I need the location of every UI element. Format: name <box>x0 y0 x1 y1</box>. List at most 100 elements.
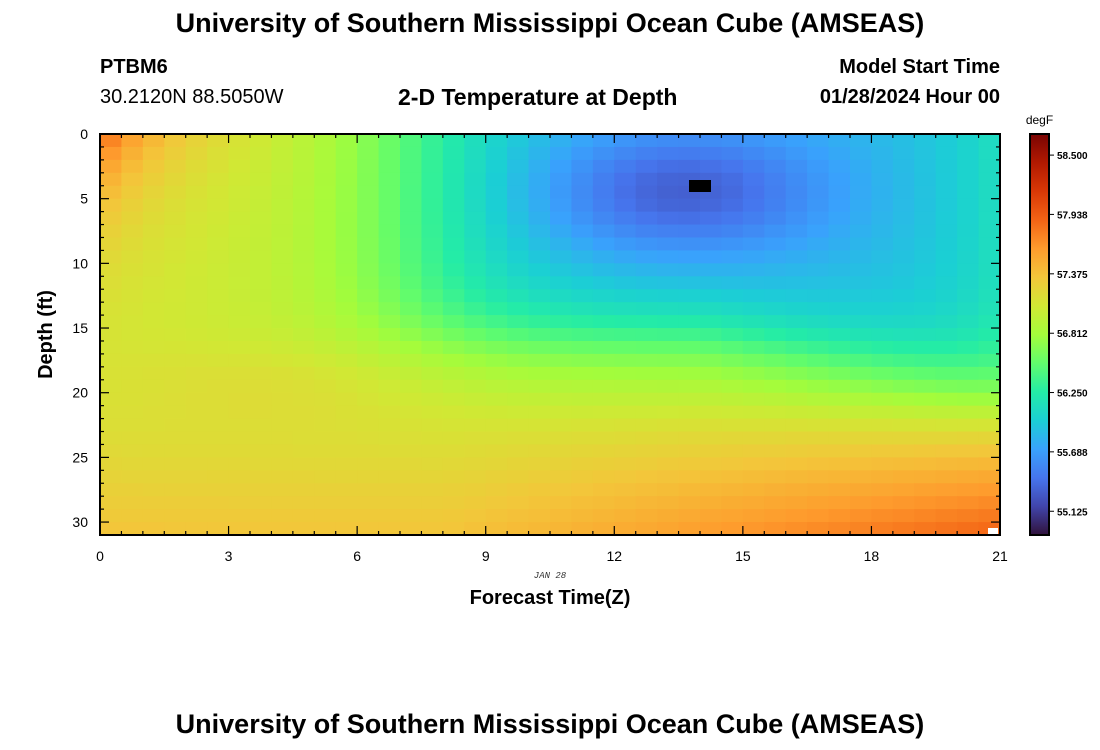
heatmap-cell <box>550 431 573 446</box>
heatmap-cell <box>592 185 615 200</box>
heatmap-cell <box>892 159 915 174</box>
heatmap-cell <box>314 340 337 355</box>
heatmap-cell <box>485 159 508 174</box>
heatmap-cell <box>185 224 208 239</box>
heatmap-cell <box>164 405 187 420</box>
heatmap-cell <box>357 522 380 536</box>
heatmap-cell <box>250 134 273 148</box>
heatmap-cell <box>442 159 465 174</box>
heatmap-cell <box>550 134 573 148</box>
heatmap-cell <box>271 457 294 471</box>
heatmap-cell <box>121 496 144 510</box>
heatmap-cell <box>892 211 915 226</box>
heatmap-cell <box>400 185 423 200</box>
heatmap-cell <box>935 172 958 187</box>
heatmap-cell <box>785 276 808 290</box>
heatmap-cell <box>721 496 744 510</box>
heatmap-cell <box>957 159 980 174</box>
heatmap-cell <box>185 353 208 368</box>
heatmap-cell <box>742 379 765 394</box>
heatmap-cell <box>657 237 680 252</box>
heatmap-cell <box>464 457 487 471</box>
heatmap-cell <box>507 211 530 226</box>
heatmap-cell <box>528 444 551 458</box>
heatmap-cell <box>314 457 337 471</box>
heatmap-cell <box>464 366 487 381</box>
heatmap-cell <box>207 509 230 523</box>
heatmap-cell <box>228 405 251 420</box>
heatmap-cell <box>142 340 165 355</box>
heatmap-cell <box>935 134 958 148</box>
heatmap-cell <box>807 431 830 446</box>
heatmap-cell <box>957 237 980 252</box>
heatmap-cell <box>164 289 187 303</box>
heatmap-cell <box>592 353 615 368</box>
heatmap-cell <box>700 289 723 303</box>
heatmap-cell <box>721 134 744 148</box>
heatmap-cell <box>442 366 465 381</box>
heatmap-cell <box>335 353 358 368</box>
heatmap-cell <box>185 444 208 458</box>
heatmap-cell <box>442 237 465 252</box>
heatmap-cell <box>657 392 680 407</box>
heatmap-cell <box>957 457 980 471</box>
heatmap-cell <box>207 302 230 316</box>
heatmap-cell <box>335 198 358 213</box>
heatmap-cell <box>485 418 508 433</box>
heatmap-cell <box>700 392 723 407</box>
heatmap-cell <box>164 198 187 213</box>
heatmap-cell <box>335 172 358 187</box>
heatmap-cell <box>935 263 958 277</box>
heatmap-cell <box>314 289 337 303</box>
heatmap-cell <box>464 340 487 355</box>
heatmap-cell <box>721 418 744 433</box>
heatmap-cell <box>121 276 144 290</box>
heatmap-cell <box>785 457 808 471</box>
heatmap-cell <box>678 509 701 523</box>
heatmap-cell <box>464 159 487 174</box>
heatmap-cell <box>378 237 401 252</box>
heatmap-cell <box>807 224 830 239</box>
heatmap-cell <box>850 405 873 420</box>
heatmap-cell <box>292 340 315 355</box>
heatmap-cell <box>550 353 573 368</box>
heatmap-cell <box>571 276 594 290</box>
heatmap-cell <box>657 134 680 148</box>
heatmap-cell <box>485 379 508 394</box>
heatmap-cell <box>742 509 765 523</box>
heatmap-cell <box>357 250 380 264</box>
heatmap-cell <box>700 146 723 161</box>
heatmap-cell <box>464 211 487 226</box>
heatmap-cell <box>571 172 594 187</box>
heatmap-cell <box>550 392 573 407</box>
heatmap-cell <box>592 340 615 355</box>
heatmap-cell <box>785 237 808 252</box>
heatmap-cell <box>764 522 787 536</box>
heatmap-cell <box>807 276 830 290</box>
heatmap-cell <box>185 405 208 420</box>
heatmap-cell <box>657 470 680 484</box>
heatmap-cell <box>807 172 830 187</box>
heatmap-cell <box>357 340 380 355</box>
heatmap-cell <box>592 172 615 187</box>
heatmap-cell <box>700 340 723 355</box>
heatmap-cell <box>421 224 444 239</box>
heatmap-cell <box>935 340 958 355</box>
heatmap-cell <box>571 198 594 213</box>
heatmap-cell <box>292 302 315 316</box>
heatmap-cell <box>357 237 380 252</box>
heatmap-cell <box>871 289 894 303</box>
heatmap-cell <box>421 366 444 381</box>
heatmap-cell <box>164 237 187 252</box>
heatmap-cell <box>592 522 615 536</box>
heatmap-cell <box>314 263 337 277</box>
heatmap-cell <box>164 509 187 523</box>
heatmap-cell <box>592 366 615 381</box>
heatmap-cell <box>957 392 980 407</box>
heatmap-cell <box>357 198 380 213</box>
heatmap-cell <box>828 237 851 252</box>
heatmap-cell <box>185 159 208 174</box>
heatmap-cell <box>507 198 530 213</box>
y-tick-label: 15 <box>72 320 88 336</box>
heatmap-cell <box>721 250 744 264</box>
